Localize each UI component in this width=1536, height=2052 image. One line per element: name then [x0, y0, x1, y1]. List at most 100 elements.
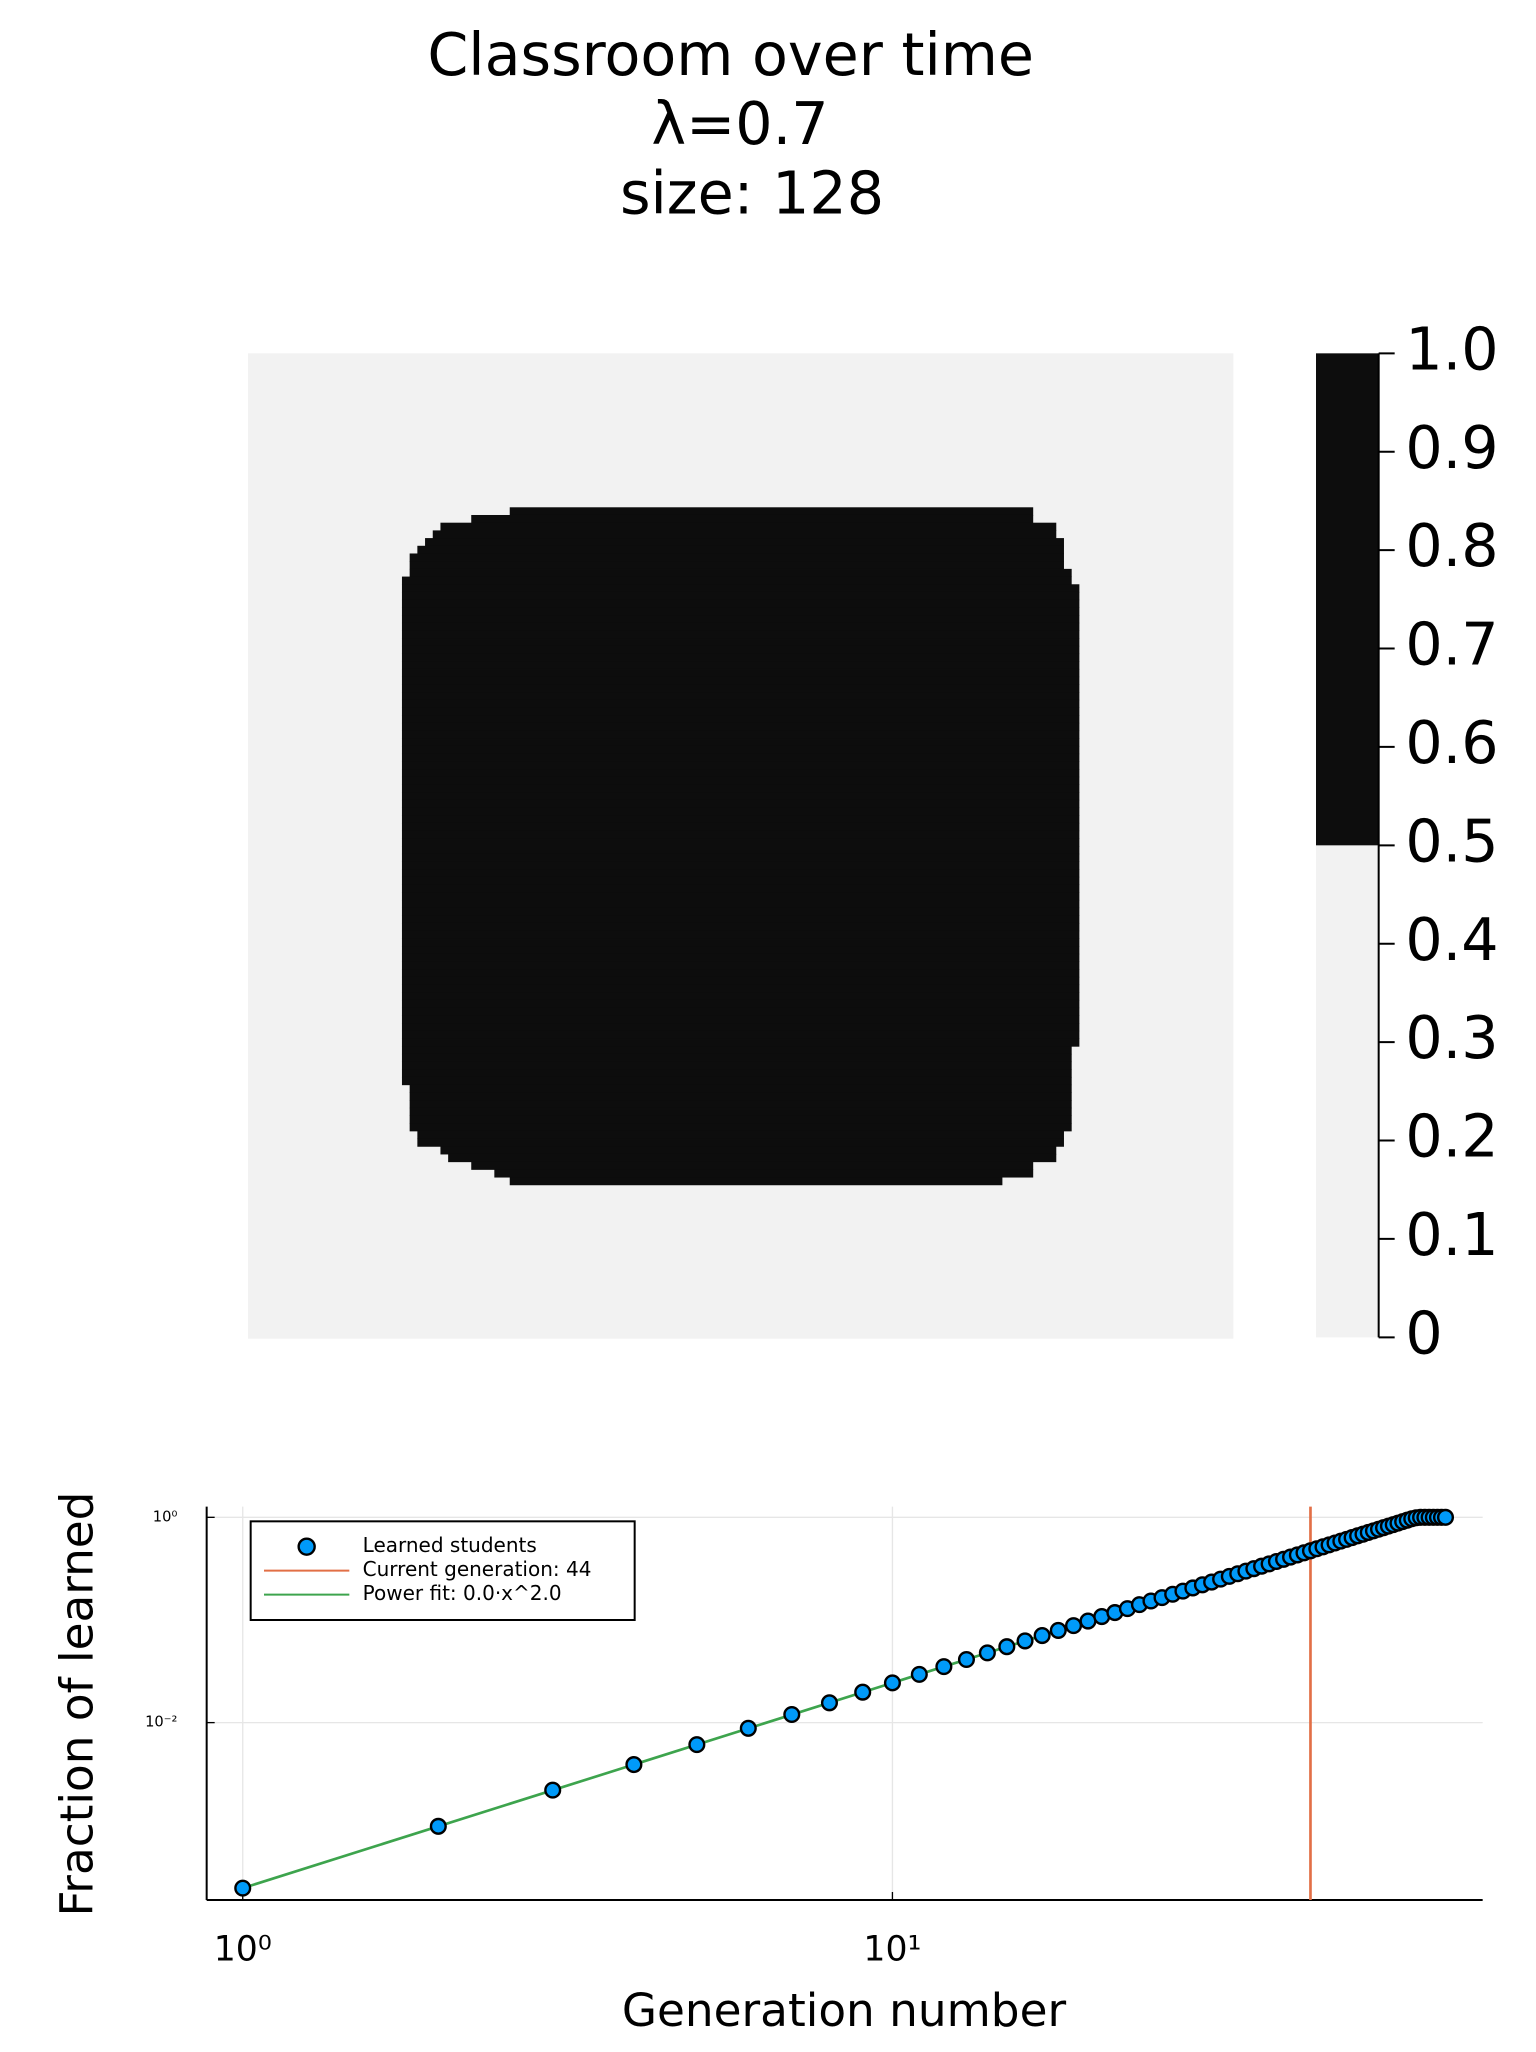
heatmap-cells: [401, 653, 1080, 662]
heatmap-cells: [417, 1138, 1064, 1147]
heatmap-cells: [401, 1015, 1080, 1024]
heatmap-cells: [401, 692, 1080, 701]
heatmap-cells: [409, 553, 1064, 562]
heatmap-cells: [401, 1053, 1072, 1063]
data-point: [978, 1644, 996, 1662]
heatmap-cells: [401, 1030, 1080, 1039]
heatmap-cells: [401, 1061, 1072, 1070]
heatmap-cells: [401, 769, 1080, 778]
legend-label: Current generation: 44: [363, 1557, 592, 1581]
heatmap-cells: [409, 1115, 1072, 1124]
heatmap-cells: [417, 545, 1064, 555]
data-point: [544, 1781, 562, 1799]
heatmap-cells: [401, 599, 1080, 608]
heatmap-cells: [401, 668, 1080, 678]
heatmap-cells: [409, 561, 1064, 570]
colorbar-tick-label: 0.8: [1405, 512, 1498, 580]
heatmap-cells: [401, 815, 1080, 824]
heatmap-cells: [401, 953, 1080, 963]
data-point: [1049, 1621, 1067, 1639]
heatmap-cells: [401, 892, 1080, 901]
heatmap-cells: [401, 715, 1080, 724]
data-point: [1436, 1508, 1455, 1526]
x-tick-label: 10¹: [863, 1930, 921, 1970]
x-axis-label: Generation number: [622, 1984, 1067, 2037]
y-axis-label: Fraction of learned: [51, 1492, 104, 1917]
legend-label: Learned students: [363, 1533, 537, 1557]
heatmap-cells: [401, 707, 1080, 716]
heatmap-cells: [409, 1123, 1072, 1132]
heatmap-cells: [401, 838, 1080, 847]
heatmap-cells: [494, 1169, 1034, 1178]
data-point: [1065, 1617, 1083, 1635]
heatmap-cells: [401, 607, 1080, 616]
heatmap-cells: [401, 591, 1080, 601]
heatmap-cells: [401, 661, 1080, 670]
heatmap-cells: [401, 830, 1080, 839]
heatmap-cells: [401, 976, 1080, 986]
legend-label: Power fit: 0.0·x^2.0: [363, 1581, 562, 1605]
heatmap-cells: [401, 930, 1080, 939]
colorbar-tick-label: 0.9: [1405, 414, 1498, 482]
heatmap-cells: [401, 984, 1080, 993]
data-point: [957, 1650, 975, 1669]
y-tick-label: 10⁰: [153, 1508, 178, 1525]
data-point: [854, 1683, 872, 1701]
data-point: [883, 1674, 901, 1692]
colorbar-segment: [1316, 845, 1379, 1338]
heatmap-cells: [401, 1023, 1080, 1032]
heatmap-cells: [409, 1107, 1072, 1116]
chart-title: λ=0.7: [651, 90, 828, 158]
data-point: [625, 1756, 643, 1774]
heatmap-cells: [401, 1007, 1080, 1016]
heatmap-cells: [471, 514, 1034, 524]
data-point: [783, 1705, 801, 1724]
heatmap-cells: [409, 1084, 1072, 1093]
heatmap-cells: [440, 522, 1057, 531]
heatmap-cells: [401, 776, 1080, 785]
colorbar-tick-label: 0.6: [1405, 709, 1498, 777]
data-point: [910, 1665, 928, 1683]
heatmap-cells: [432, 530, 1057, 539]
heatmap-cells: [401, 1069, 1072, 1078]
heatmap-cells: [401, 999, 1080, 1009]
colorbar-tick-label: 0.1: [1405, 1201, 1498, 1269]
chart-title: size: 128: [620, 159, 884, 227]
heatmap-cells: [401, 861, 1080, 870]
colorbar-tick-label: 0.7: [1405, 611, 1498, 679]
heatmap-cells: [509, 507, 1034, 516]
heatmap-cells: [409, 568, 1072, 578]
heatmap-cells: [401, 576, 1072, 585]
x-tick-label: 10⁰: [214, 1930, 272, 1970]
heatmap-cells: [401, 745, 1080, 755]
heatmap-cells: [401, 946, 1080, 955]
heatmap-cells: [401, 753, 1080, 762]
heatmap-cells: [509, 1177, 1003, 1186]
heatmap-cells: [417, 1130, 1064, 1140]
heatmap-cells: [471, 1161, 1034, 1170]
data-point: [820, 1694, 839, 1712]
heatmap-cells: [401, 961, 1080, 970]
heatmap-cells: [401, 922, 1080, 932]
data-point: [935, 1658, 953, 1676]
heatmap-cells: [401, 938, 1080, 947]
heatmap-cells: [401, 992, 1080, 1001]
heatmap-cells: [401, 638, 1080, 647]
data-point: [688, 1736, 706, 1754]
heatmap-cells: [409, 1092, 1072, 1101]
heatmap-cells: [401, 1076, 1072, 1086]
heatmap-cells: [401, 738, 1080, 747]
colorbar-tick-label: 1.0: [1405, 315, 1498, 383]
heatmap-cells: [401, 799, 1080, 809]
data-point: [1033, 1627, 1051, 1645]
heatmap-cells: [401, 907, 1080, 916]
heatmap-cells: [401, 969, 1080, 978]
data-point: [1016, 1632, 1034, 1650]
heatmap-cells: [401, 615, 1080, 624]
heatmap-cells: [401, 876, 1080, 886]
heatmap-cells: [401, 684, 1080, 693]
colorbar-tick-label: 0: [1405, 1299, 1442, 1367]
data-point: [739, 1719, 757, 1737]
heatmap-cells: [401, 699, 1080, 708]
